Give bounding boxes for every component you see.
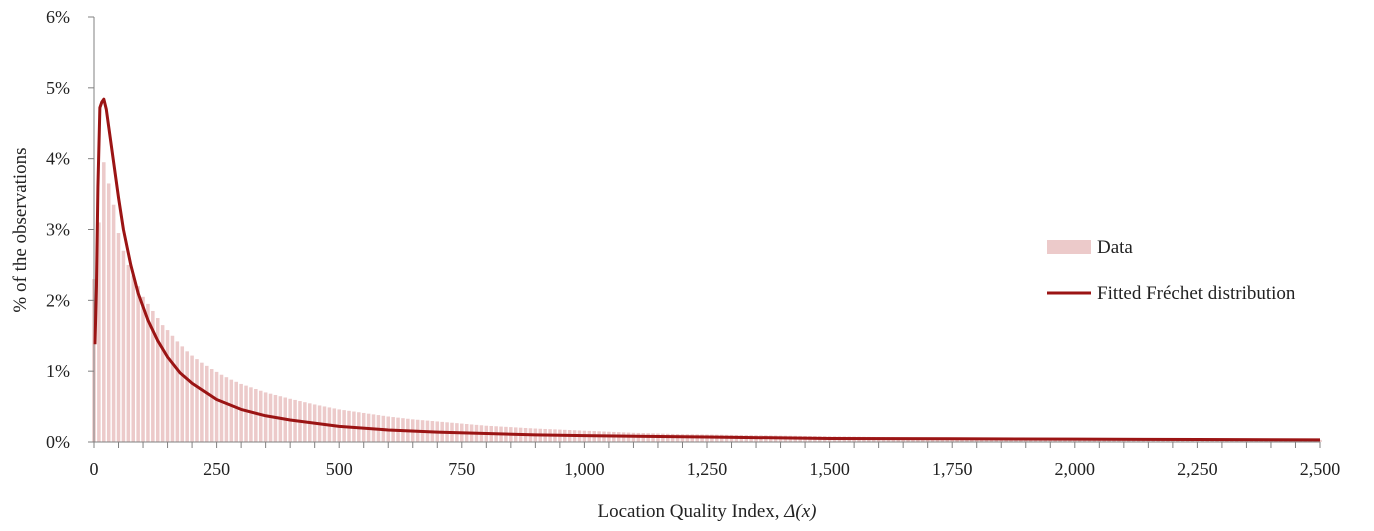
x-axis-title-symbol: Δ(x) bbox=[783, 501, 816, 522]
legend-label-data: Data bbox=[1097, 237, 1133, 258]
data-bar bbox=[170, 335, 175, 442]
x-tick-label: 1,000 bbox=[564, 459, 605, 479]
legend-label-fit: Fitted Fréchet distribution bbox=[1097, 283, 1296, 304]
y-tick-label: 4% bbox=[46, 149, 70, 169]
x-tick-label: 1,750 bbox=[932, 459, 973, 479]
data-bar bbox=[214, 371, 219, 443]
data-bar bbox=[219, 374, 224, 442]
data-bar bbox=[254, 389, 258, 442]
data-bar bbox=[121, 250, 126, 442]
data-bar bbox=[126, 264, 131, 442]
data-bar bbox=[224, 377, 229, 442]
data-bar bbox=[165, 330, 170, 442]
data-bar bbox=[205, 365, 209, 442]
data-bar bbox=[160, 325, 165, 443]
data-bar bbox=[136, 286, 140, 442]
data-bar bbox=[102, 162, 106, 442]
y-tick-label: 1% bbox=[46, 361, 70, 381]
y-tick-label: 6% bbox=[46, 7, 70, 27]
x-tick-label: 0 bbox=[90, 459, 99, 479]
data-bar bbox=[180, 346, 185, 443]
data-bar bbox=[97, 222, 101, 442]
x-axis-title: Location Quality Index, Δ(x) bbox=[597, 501, 816, 522]
x-tick-label: 2,250 bbox=[1177, 459, 1218, 479]
x-axis-title-text: Location Quality Index, bbox=[597, 501, 784, 522]
data-bar bbox=[239, 383, 243, 442]
x-tick-label: 2,500 bbox=[1300, 459, 1341, 479]
fitted-frechet-line bbox=[93, 97, 1321, 442]
data-bar bbox=[155, 318, 160, 442]
data-bar bbox=[151, 310, 155, 442]
data-bar bbox=[116, 233, 121, 442]
x-tick-label: 750 bbox=[448, 459, 475, 479]
x-tick-label: 500 bbox=[326, 459, 353, 479]
legend-swatch-data bbox=[1047, 240, 1091, 254]
data-bar bbox=[131, 275, 135, 442]
y-tick-labels: 0% 1% 2% 3% 4% 5% 6% bbox=[46, 7, 70, 452]
x-tick-labels: 0 250 500 750 1,000 1,250 1,500 1,750 2,000 2,250… bbox=[90, 459, 1341, 479]
x-tick-label: 250 bbox=[203, 459, 230, 479]
data-bar bbox=[111, 204, 116, 442]
legend: Data Fitted Fréchet distribution bbox=[1047, 237, 1296, 304]
data-bar bbox=[244, 385, 248, 442]
data-bar bbox=[249, 387, 253, 442]
data-bar bbox=[106, 183, 111, 442]
x-tick-label: 1,500 bbox=[809, 459, 850, 479]
y-tick-label: 5% bbox=[46, 78, 70, 98]
data-bar bbox=[141, 296, 145, 442]
data-bar bbox=[185, 351, 189, 442]
data-bar bbox=[190, 355, 194, 442]
axes bbox=[88, 16, 1321, 448]
y-tick-label: 3% bbox=[46, 220, 70, 240]
data-bar bbox=[195, 359, 199, 443]
data-bar bbox=[146, 303, 150, 443]
data-bar bbox=[200, 362, 204, 442]
data-bar bbox=[229, 379, 234, 442]
data-bar bbox=[258, 390, 263, 442]
y-tick-label: 2% bbox=[46, 290, 70, 310]
data-bar bbox=[234, 381, 238, 442]
y-axis-title: % of the observations bbox=[10, 147, 31, 312]
x-tick-label: 2,000 bbox=[1055, 459, 1096, 479]
x-tick-label: 1,250 bbox=[687, 459, 728, 479]
y-tick-label: 0% bbox=[46, 432, 70, 452]
data-bar bbox=[175, 341, 180, 442]
data-bar bbox=[209, 369, 214, 442]
